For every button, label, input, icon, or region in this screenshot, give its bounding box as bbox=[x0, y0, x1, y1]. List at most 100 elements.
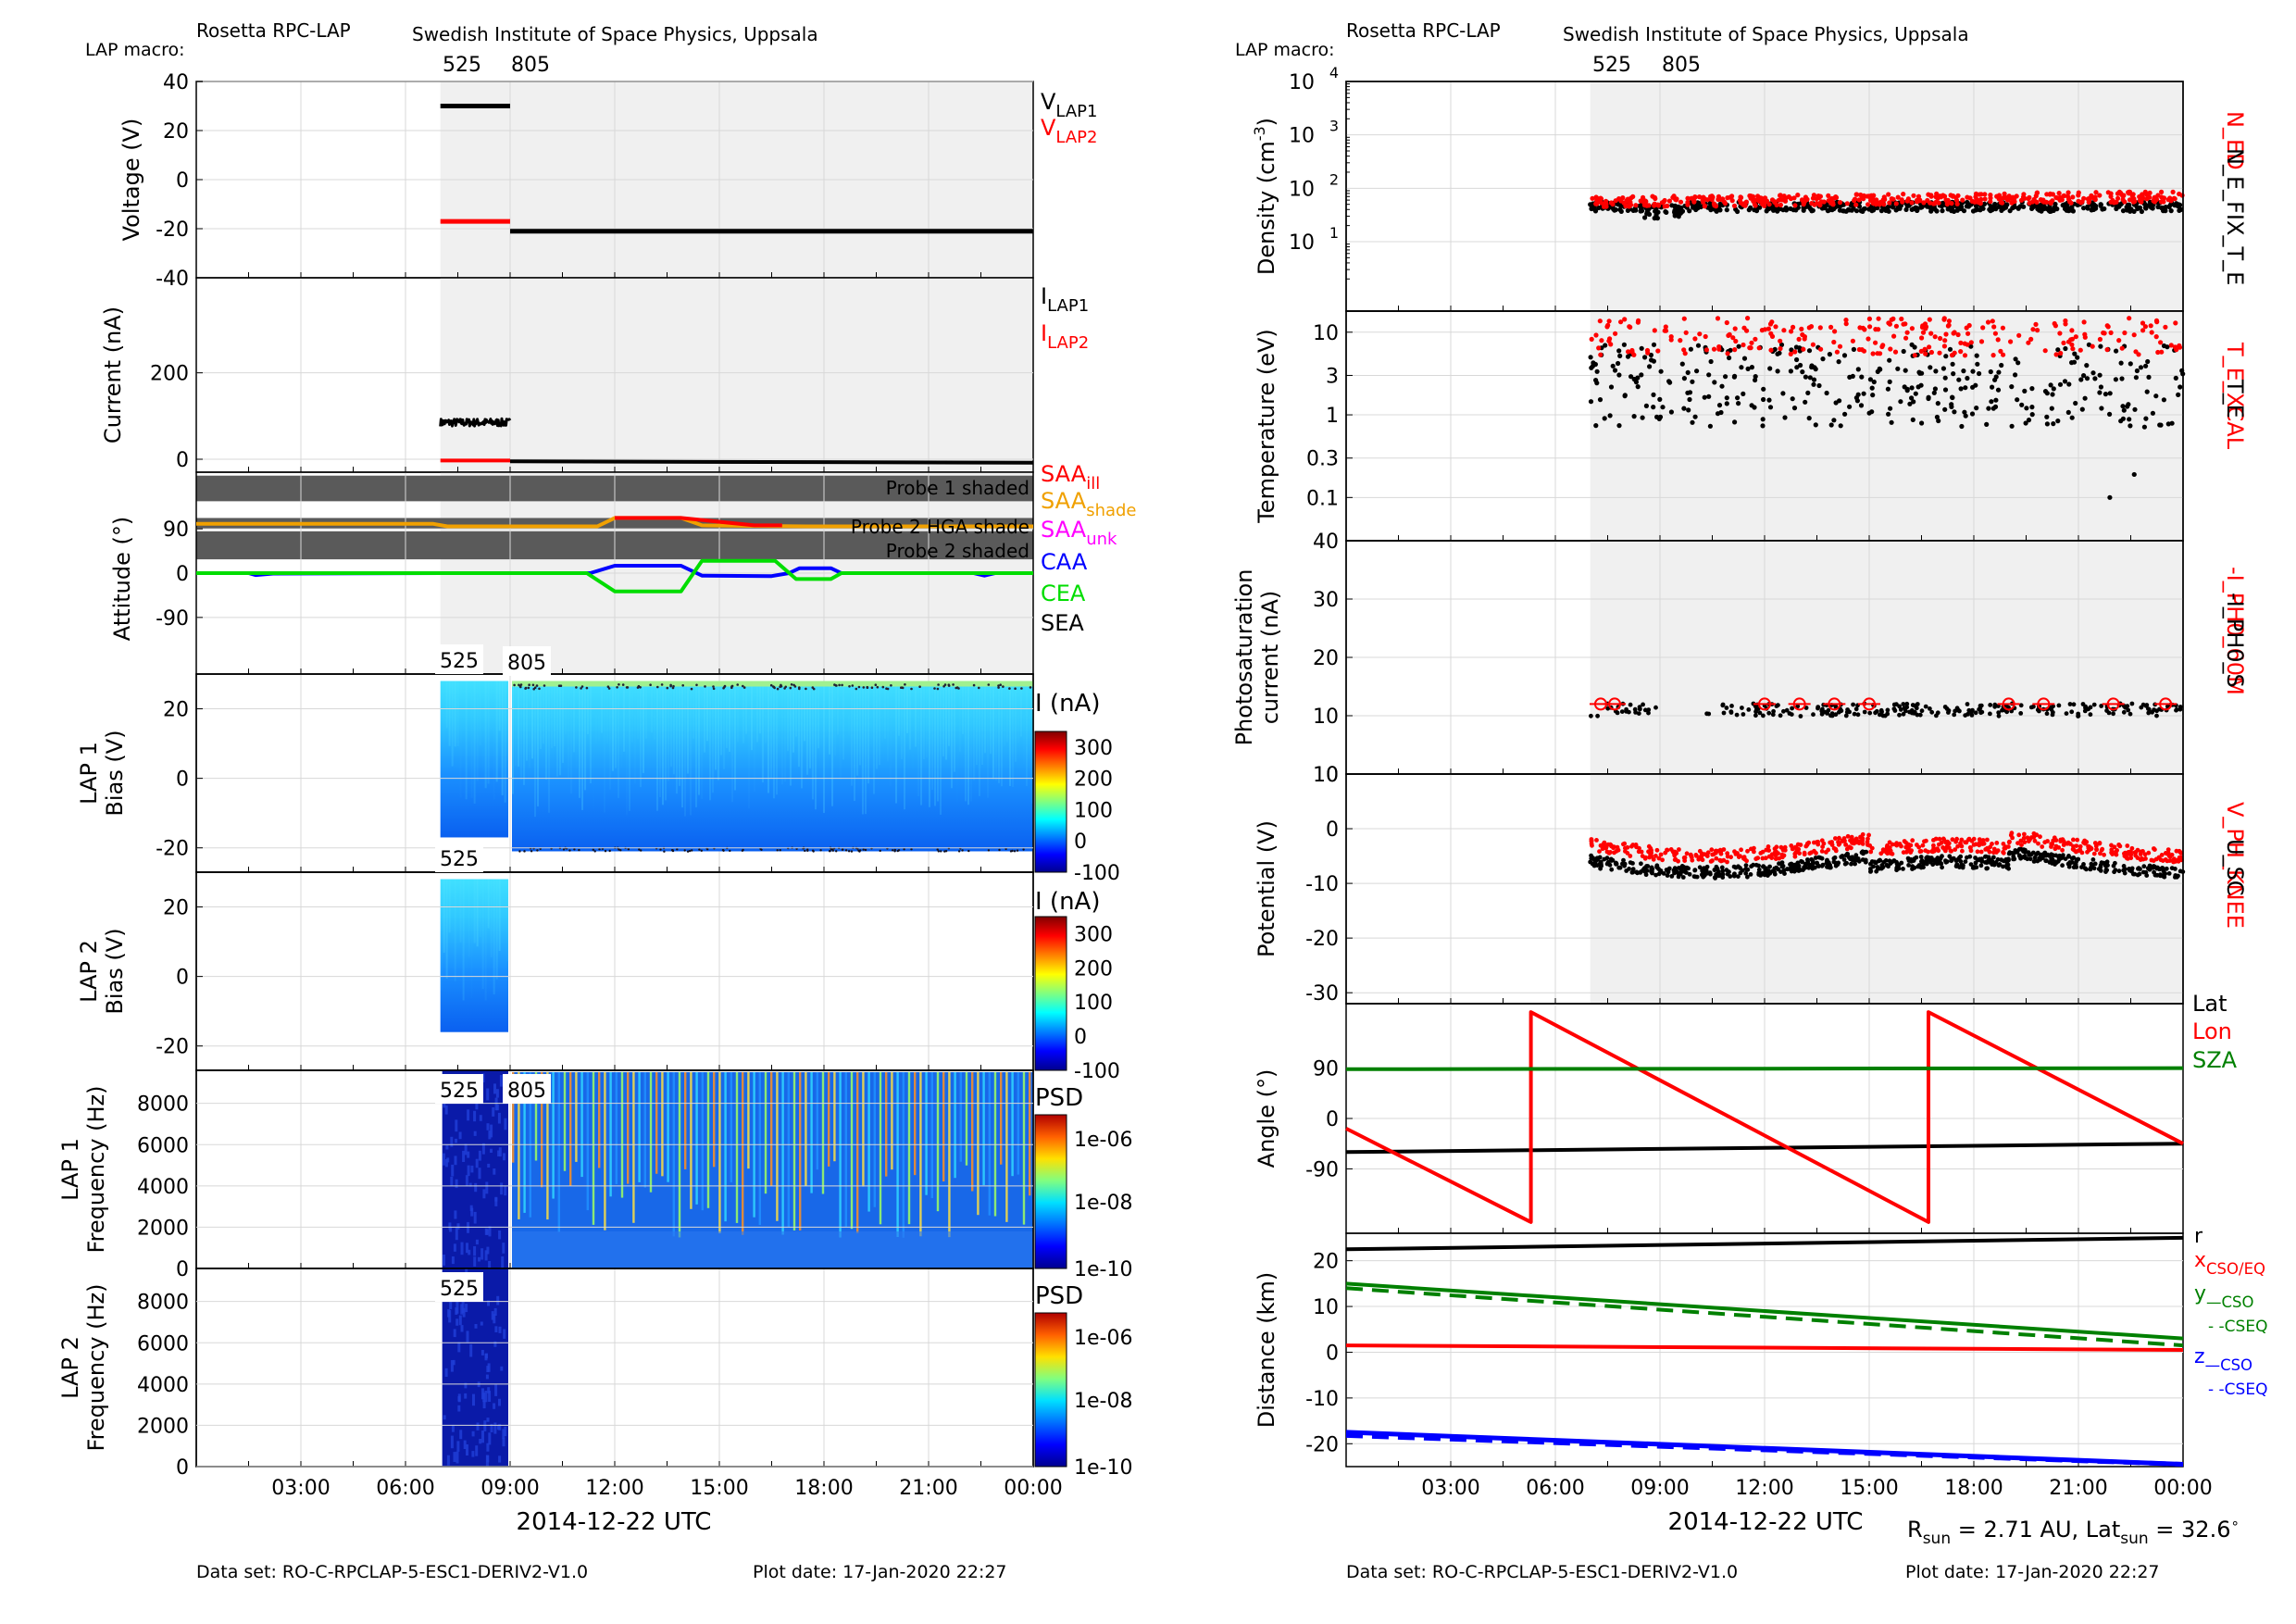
scatter-point bbox=[1829, 711, 1835, 716]
psd-noise bbox=[457, 1405, 461, 1412]
scatter-point bbox=[1837, 709, 1841, 715]
scatter-point bbox=[1668, 337, 1674, 343]
scatter-point bbox=[1619, 709, 1625, 714]
psd-noise bbox=[498, 1147, 502, 1157]
spectrogram-dot bbox=[723, 684, 727, 688]
scatter-point bbox=[1980, 838, 1986, 843]
spectrogram-dot bbox=[524, 686, 528, 690]
scatter-point bbox=[1712, 868, 1717, 872]
psd-noise bbox=[488, 1131, 492, 1140]
psd-noise bbox=[453, 1329, 456, 1338]
scatter-point bbox=[1764, 868, 1769, 873]
spectrogram-streak bbox=[798, 681, 800, 768]
psd-noise bbox=[469, 1343, 473, 1357]
scatter-point bbox=[1847, 844, 1852, 850]
spectrogram-dot bbox=[855, 687, 858, 691]
scatter-point bbox=[2064, 711, 2069, 716]
scatter-point bbox=[1932, 334, 1938, 340]
scatter-point bbox=[1607, 336, 1613, 342]
scatter-point bbox=[2026, 340, 2031, 345]
scatter-point bbox=[1868, 197, 1874, 204]
psd-stripe bbox=[764, 1072, 767, 1194]
scatter-point bbox=[2018, 703, 2024, 708]
psd-noise bbox=[445, 1144, 449, 1150]
y-tick-label: 90 bbox=[1313, 1058, 1339, 1081]
scatter-point bbox=[1810, 207, 1816, 213]
scatter-point bbox=[2107, 494, 2113, 500]
scatter-point bbox=[2006, 840, 2012, 845]
psd-noise bbox=[442, 1153, 445, 1166]
y-axis-label: Current (nA) bbox=[100, 306, 126, 443]
psd-noise bbox=[486, 1366, 490, 1372]
psd-low-band bbox=[512, 1231, 1033, 1268]
scatter-point bbox=[1914, 706, 1919, 711]
scatter-point bbox=[1868, 867, 1873, 871]
psd-noise bbox=[451, 1164, 455, 1177]
scatter-point bbox=[1866, 836, 1870, 842]
scatter-point bbox=[1911, 193, 1916, 198]
scatter-point bbox=[2098, 864, 2103, 869]
scatter-point bbox=[1829, 207, 1835, 213]
scatter-point bbox=[1686, 407, 1691, 413]
scatter-point bbox=[1607, 862, 1613, 868]
scatter-point bbox=[2063, 856, 2068, 861]
scatter-point bbox=[2139, 849, 2143, 855]
scatter-point bbox=[1734, 712, 1740, 718]
scatter-point bbox=[1761, 864, 1766, 868]
spectrogram-dot bbox=[663, 850, 666, 853]
y-tick-label: 0 bbox=[176, 768, 189, 792]
y-tick-label: -20 bbox=[1305, 928, 1339, 951]
scatter-point bbox=[1753, 713, 1758, 718]
spectrogram-streak bbox=[482, 681, 484, 772]
scatter-point bbox=[1716, 403, 1723, 408]
scatter-point bbox=[2012, 199, 2017, 205]
psd-stripe bbox=[655, 1072, 658, 1174]
spectrogram-streak bbox=[562, 681, 564, 764]
series-line bbox=[1345, 1286, 2184, 1348]
spectrogram-dot bbox=[900, 686, 903, 689]
scatter-point bbox=[2092, 861, 2098, 867]
scatter-point bbox=[1934, 858, 1940, 863]
scatter-point bbox=[1694, 854, 1699, 858]
scatter-point bbox=[1646, 203, 1652, 208]
scatter-point bbox=[1881, 194, 1887, 200]
spectrogram-streak bbox=[754, 681, 755, 793]
spectrogram-dot bbox=[937, 683, 940, 686]
legend-entry: N_E_FIX_T_E bbox=[2222, 148, 2248, 285]
spectrogram-dot bbox=[918, 685, 921, 688]
scatter-point bbox=[1831, 195, 1838, 201]
spectrogram-dot bbox=[619, 849, 622, 852]
scatter-point bbox=[1774, 865, 1779, 870]
scatter-point bbox=[1738, 200, 1743, 206]
scatter-point bbox=[1851, 346, 1856, 352]
scatter-point bbox=[2060, 847, 2065, 853]
scatter-point bbox=[1727, 355, 1732, 361]
scatter-point bbox=[2134, 368, 2140, 374]
scatter-point bbox=[1608, 842, 1613, 847]
colorbar-label: I (nA) bbox=[1035, 888, 1100, 916]
scatter-point bbox=[1889, 317, 1894, 322]
scatter-point bbox=[2119, 345, 2125, 351]
psd-noise bbox=[500, 1366, 504, 1371]
spectrogram-dot bbox=[637, 684, 641, 688]
legend-entry: r bbox=[2194, 1225, 2203, 1248]
scatter-point bbox=[1816, 706, 1820, 711]
scatter-point bbox=[1795, 193, 1801, 198]
spectrogram-streak bbox=[505, 880, 506, 966]
x-tick-label: 15:00 bbox=[690, 1477, 748, 1500]
scatter-point bbox=[1760, 856, 1766, 861]
scatter-point bbox=[1912, 856, 1917, 861]
spectrogram-dot bbox=[940, 850, 942, 853]
scatter-point bbox=[1943, 848, 1948, 854]
scatter-point bbox=[1704, 711, 1709, 717]
scatter-point bbox=[2035, 850, 2040, 856]
scatter-point bbox=[2053, 838, 2059, 843]
left-plot-date: Plot date: 17-Jan-2020 22:27 bbox=[753, 1562, 1007, 1582]
scatter-point bbox=[2153, 394, 2159, 399]
spectrogram-dot bbox=[688, 849, 692, 853]
spectrogram-block bbox=[440, 681, 508, 838]
scatter-point bbox=[1685, 195, 1691, 201]
scatter-point bbox=[1815, 860, 1819, 866]
scatter-point bbox=[1678, 207, 1683, 213]
spectrogram-streak bbox=[956, 681, 958, 803]
